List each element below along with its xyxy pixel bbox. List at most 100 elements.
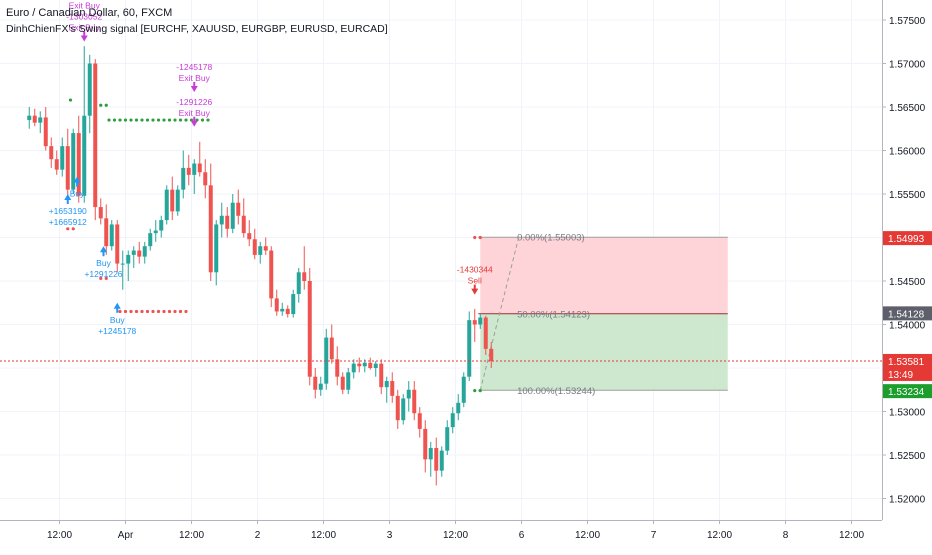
candle <box>417 407 422 438</box>
candle <box>307 267 312 386</box>
candle <box>324 328 329 390</box>
candle-body <box>120 263 125 265</box>
fib-level-label: 0.00%(1.55003) <box>517 233 585 244</box>
candle <box>247 220 252 247</box>
candle-body <box>38 117 43 123</box>
candle <box>115 220 120 273</box>
signal-label: Buy <box>70 189 85 199</box>
signal-dot <box>162 118 166 122</box>
candle-body <box>483 317 488 349</box>
signal-label: Exit Buy <box>179 108 211 118</box>
candle <box>335 346 340 386</box>
candle <box>109 220 114 251</box>
candle-body <box>186 167 191 175</box>
time-tick-label: 12:00 <box>311 530 336 541</box>
price-tag-label: 13:49 <box>888 370 913 381</box>
signal-buy: Buy <box>70 176 85 199</box>
signal-label: -1430344 <box>457 265 493 275</box>
candles <box>27 46 494 486</box>
candle <box>269 246 274 308</box>
signal-dot <box>184 309 188 314</box>
candle <box>384 376 389 403</box>
candle <box>60 137 65 177</box>
candle <box>412 381 417 421</box>
symbol-title[interactable]: Euro / Canadian Dollar, 60, FXCM <box>6 7 173 19</box>
candle-body <box>153 230 158 234</box>
price-tag-label: 1.54128 <box>888 309 925 320</box>
signal-dot <box>118 118 122 122</box>
candle-body <box>71 133 76 190</box>
time-tick-label: 8 <box>783 530 789 541</box>
signal-dot <box>473 235 477 240</box>
candle-body <box>252 239 257 255</box>
signal-label: +1245178 <box>98 326 136 336</box>
candle <box>197 141 202 177</box>
candle-body <box>109 224 114 247</box>
arrow-down-icon <box>190 116 198 127</box>
signal-dot <box>140 309 144 314</box>
candle-body <box>351 363 356 373</box>
signal-dot <box>167 118 172 122</box>
arrow-down-icon <box>80 31 88 42</box>
candle <box>362 359 367 373</box>
candle <box>32 108 37 127</box>
price-tick-label: 1.54500 <box>889 277 926 288</box>
candle <box>82 46 87 203</box>
candle <box>461 372 466 408</box>
candle <box>131 246 136 268</box>
candle-body <box>401 398 406 421</box>
candle <box>329 324 334 364</box>
candle-body <box>236 202 241 216</box>
candle <box>258 241 263 264</box>
candle-body <box>32 115 37 123</box>
candle <box>120 250 125 290</box>
candle-body <box>307 281 312 377</box>
candle <box>285 305 290 318</box>
candle-body <box>340 376 345 390</box>
candle <box>153 220 158 242</box>
fib-zone-lower <box>480 313 728 391</box>
candle-body <box>142 246 147 257</box>
candle <box>467 311 472 382</box>
candle <box>483 315 488 355</box>
indicator-legend[interactable]: DinhChienFX's Swing signal [EURCHF, XAUU… <box>6 23 388 35</box>
signal-label: -1303052 <box>66 11 102 21</box>
candle-body <box>368 362 373 368</box>
candle-body <box>131 250 136 255</box>
signal-dot <box>478 235 482 240</box>
signal-dot <box>129 118 133 122</box>
candle <box>219 202 224 238</box>
signal-dot <box>134 118 139 122</box>
candle-body <box>423 428 428 460</box>
candle <box>401 394 406 425</box>
signal-dot <box>206 118 210 122</box>
signal-dot <box>178 309 183 314</box>
candle <box>98 198 103 225</box>
candle-body <box>27 115 32 121</box>
candle <box>192 159 197 194</box>
candle <box>357 357 362 373</box>
candle-body <box>82 115 87 196</box>
candle-body <box>395 395 400 421</box>
fib-level-label: 100.00%(1.53244) <box>517 386 595 397</box>
candle-body <box>439 450 444 471</box>
signal-dot <box>99 103 103 107</box>
candle <box>434 437 439 486</box>
candle <box>241 198 246 238</box>
price-tag-bg <box>883 306 932 321</box>
arrow-down-icon <box>190 81 198 92</box>
candle-body <box>148 233 153 247</box>
candle <box>318 376 323 396</box>
candle-body <box>60 146 65 170</box>
candle <box>428 441 433 477</box>
candle <box>368 357 373 370</box>
candle <box>175 185 180 216</box>
candle <box>93 59 98 221</box>
candle <box>225 207 230 238</box>
candle <box>478 314 483 329</box>
time-tick-label: 3 <box>387 530 393 541</box>
time-tick-label: 12:00 <box>839 530 864 541</box>
